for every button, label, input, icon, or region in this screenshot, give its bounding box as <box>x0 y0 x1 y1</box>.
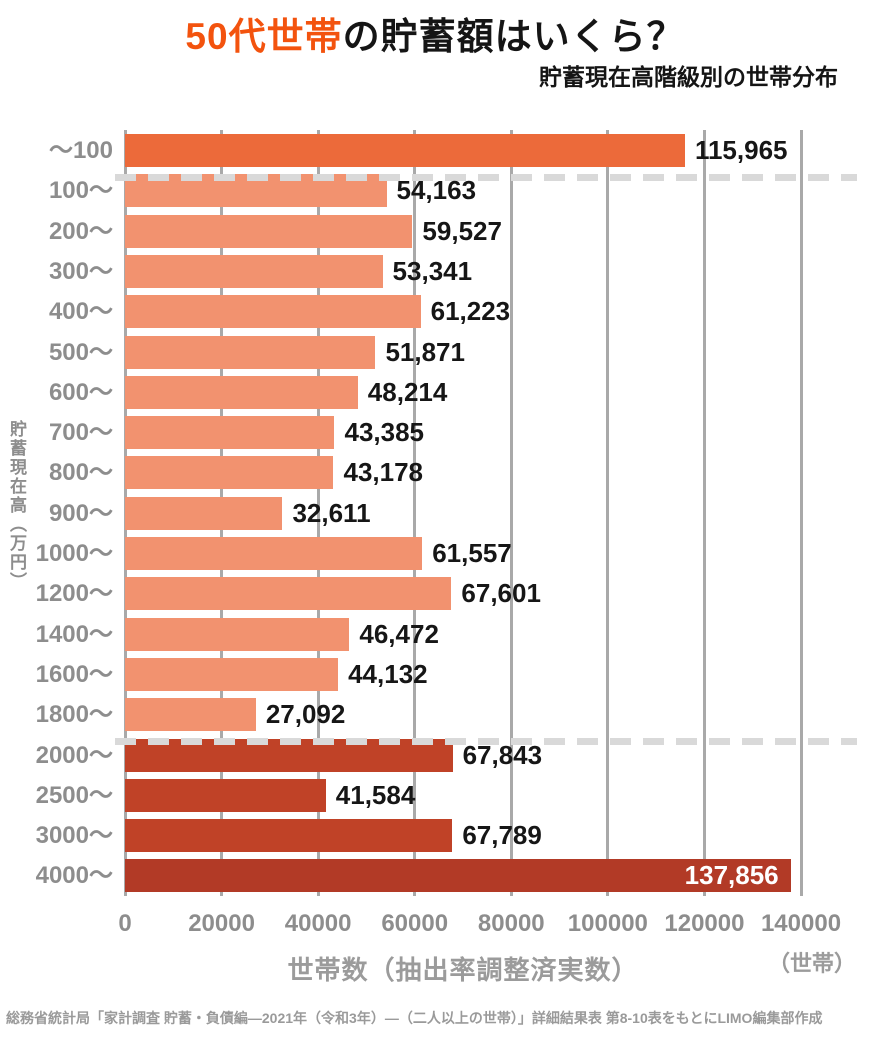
bar <box>125 416 335 450</box>
y-axis-title: 貯蓄現在高（万円） <box>7 420 26 591</box>
value-label: 67,601 <box>461 578 541 609</box>
value-label: 43,385 <box>344 417 425 448</box>
value-label: 32,611 <box>292 497 371 528</box>
source-caption: 総務省統計局「家計調査 貯蓄・負債編―2021年（令和3年）―（二人以上の世帯）… <box>6 1010 823 1026</box>
category-label: 4000～ <box>35 862 113 890</box>
x-axis-ticks: 0 20000 40000 60000 80000 100000 120000 140000 <box>118 910 841 940</box>
chart-title-highlight: 50代世帯 <box>185 16 343 57</box>
dashed-separator <box>115 738 857 745</box>
category-label: 500～ <box>48 338 113 366</box>
value-label: 61,223 <box>430 296 511 327</box>
bar <box>125 295 421 329</box>
value-label: 61,557 <box>432 538 512 568</box>
unit-note: （世帯） <box>767 951 856 976</box>
bar <box>125 335 376 369</box>
category-label: 700～ <box>48 419 113 447</box>
x-tick-label: 100000 <box>567 910 648 937</box>
value-label: 115,965 <box>694 135 788 165</box>
chart-title: 50代世帯の貯蓄額はいくら？ <box>0 6 870 60</box>
category-label: 100～ <box>48 177 113 205</box>
plot-area: ～100 115,965 100～ 54,163 200～ 59,527 300～ 53,34… <box>36 130 857 896</box>
bar <box>125 819 453 853</box>
dashed-separator <box>115 173 857 181</box>
bar <box>125 375 358 409</box>
value-label: 43,178 <box>343 457 424 488</box>
x-tick-label: 0 <box>118 910 132 937</box>
category-label: 1200～ <box>35 580 113 608</box>
x-axis-title: 世帯数（抽出率調整済実数） <box>287 955 639 985</box>
bar <box>125 214 413 248</box>
gridline <box>509 130 513 896</box>
gridline <box>316 130 320 896</box>
category-label: 600～ <box>48 378 113 406</box>
bar <box>125 134 685 167</box>
bar <box>125 657 339 691</box>
bar <box>125 698 256 732</box>
value-label: 54,163 <box>396 175 477 206</box>
category-label: 1600～ <box>35 660 113 688</box>
category-label: 2000～ <box>35 741 113 769</box>
bar <box>125 456 334 490</box>
value-label: 48,214 <box>367 376 448 407</box>
value-label: 44,132 <box>348 658 428 689</box>
value-label: 67,843 <box>462 739 543 770</box>
value-label: 41,584 <box>335 779 416 810</box>
category-label: 800～ <box>48 459 113 487</box>
gridline <box>413 130 417 896</box>
x-tick-label: 60000 <box>381 910 449 937</box>
category-label: 300～ <box>48 257 113 285</box>
category-label: 900～ <box>48 499 113 527</box>
value-label: 137,856 <box>684 860 779 891</box>
bar <box>125 254 383 288</box>
category-label: 200～ <box>48 217 113 245</box>
category-label: 1400～ <box>35 620 113 648</box>
bar <box>125 577 452 611</box>
bar <box>125 537 423 570</box>
value-label: 51,871 <box>385 336 465 367</box>
x-tick-label: 20000 <box>188 910 255 937</box>
value-label: 46,472 <box>359 618 439 649</box>
x-tick-label: 80000 <box>477 910 545 937</box>
gridline <box>606 130 610 896</box>
bar <box>125 778 326 812</box>
gridline <box>799 130 803 896</box>
value-label: 67,789 <box>462 820 542 851</box>
bar <box>125 617 350 651</box>
chart-title-rest: の貯蓄額はいくら？ <box>342 16 685 57</box>
value-label: 59,527 <box>422 215 502 246</box>
x-tick-label: 120000 <box>664 910 745 937</box>
bar <box>125 496 283 530</box>
chart-subtitle: 貯蓄現在高階級別の世帯分布 <box>539 64 838 90</box>
category-label: 2500～ <box>35 781 113 809</box>
x-tick-label: 140000 <box>760 910 842 937</box>
value-label: 27,092 <box>265 699 346 730</box>
x-tick-label: 40000 <box>284 910 352 937</box>
value-label: 53,341 <box>392 255 473 286</box>
category-label: 400～ <box>48 298 113 326</box>
category-label: 1000～ <box>35 540 113 567</box>
category-label: 3000～ <box>35 822 113 850</box>
bar <box>125 859 791 893</box>
category-label: ～100 <box>48 137 113 164</box>
category-label: 1800～ <box>35 701 113 729</box>
gridline <box>702 130 706 896</box>
